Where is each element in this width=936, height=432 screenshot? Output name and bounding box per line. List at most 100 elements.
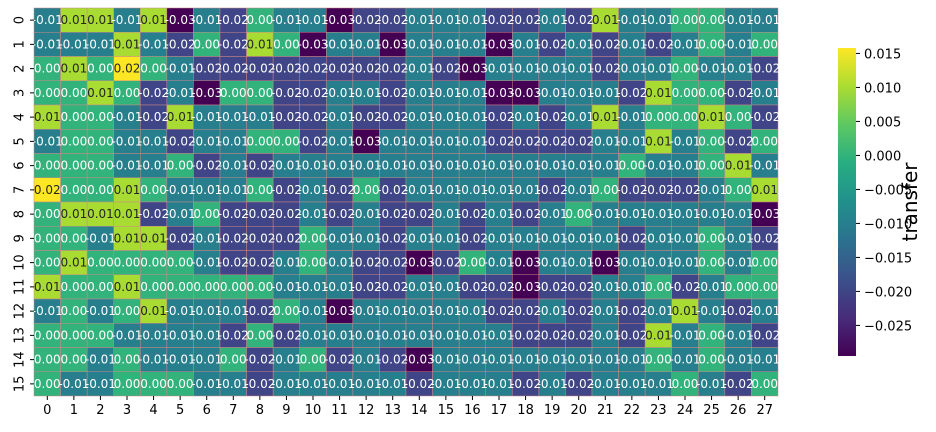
cell-annotation-11-9: -0.01 [271, 280, 302, 294]
cell-annotation-2-23: -0.01 [643, 62, 674, 76]
heatmap-cell-11-27 [751, 274, 779, 300]
heatmap-cell-0-26 [724, 7, 752, 33]
cell-annotation-14-5: -0.01 [165, 353, 196, 367]
heatmap-cell-9-19 [538, 226, 566, 251]
cell-annotation-10-15: -0.02 [430, 256, 461, 270]
cell-annotation-11-27: 0.00 [751, 280, 778, 294]
cell-annotation-8-6: 0.00 [193, 207, 220, 221]
heatmap-cell-7-15 [432, 177, 460, 203]
cell-annotation-0-27: -0.01 [749, 13, 780, 27]
heatmap-cell-13-20 [565, 323, 593, 348]
x-tick-label-27: 27 [756, 403, 773, 418]
cell-annotation-12-27: -0.01 [749, 304, 780, 318]
cell-annotation-15-9: -0.01 [271, 377, 302, 391]
heatmap-cell-8-11 [326, 201, 354, 227]
heatmap-cell-3-6 [193, 80, 221, 106]
cell-annotation-6-24: -0.01 [669, 159, 700, 173]
cell-annotation-11-6: 0.00 [193, 280, 220, 294]
cell-annotation-9-9: -0.02 [271, 231, 302, 245]
cell-annotation-3-19: -0.01 [537, 86, 568, 100]
heatmap-cell-2-18 [512, 56, 540, 81]
heatmap-cell-9-22 [618, 226, 646, 251]
cell-annotation-9-6: -0.01 [191, 231, 222, 245]
x-tick-label-19: 19 [544, 403, 561, 418]
heatmap-cell-12-18 [512, 298, 540, 324]
cell-annotation-11-0: 0.01 [34, 280, 61, 294]
cell-annotation-13-17: -0.01 [483, 328, 514, 342]
cell-annotation-3-6: -0.03 [191, 86, 222, 100]
cell-annotation-13-19: -0.02 [537, 328, 568, 342]
heatmap-cell-6-25 [698, 153, 726, 178]
heatmap-cell-15-7 [219, 371, 247, 397]
cell-annotation-10-25: 0.00 [698, 256, 725, 270]
heatmap-cell-1-27 [751, 32, 779, 57]
heatmap-cell-13-13 [379, 323, 407, 348]
cell-annotation-3-4: -0.02 [138, 86, 169, 100]
cell-annotation-0-25: 0.00 [698, 13, 725, 27]
heatmap-cell-11-18 [512, 274, 540, 300]
cell-annotation-12-9: 0.00 [273, 304, 300, 318]
cell-annotation-4-24: 0.00 [672, 110, 699, 124]
cell-annotation-11-18: -0.03 [510, 280, 541, 294]
cell-annotation-4-8: -0.01 [244, 110, 275, 124]
heatmap-cell-8-24 [671, 201, 699, 227]
heatmap-cell-6-20 [565, 153, 593, 178]
x-tick-label-17: 17 [491, 403, 508, 418]
cell-annotation-4-13: -0.02 [377, 110, 408, 124]
cell-annotation-1-17: -0.03 [483, 37, 514, 51]
cell-annotation-12-24: 0.01 [672, 304, 699, 318]
cell-annotation-4-27: -0.02 [749, 110, 780, 124]
cell-annotation-1-2: -0.01 [85, 37, 116, 51]
cell-annotation-8-7: -0.02 [218, 207, 249, 221]
cell-annotation-4-6: -0.01 [191, 110, 222, 124]
cell-annotation-4-15: -0.01 [430, 110, 461, 124]
heatmap-cell-2-10 [299, 56, 327, 81]
cell-annotation-12-13: -0.01 [377, 304, 408, 318]
cell-annotation-0-10: -0.01 [297, 13, 328, 27]
cell-annotation-10-9: -0.01 [271, 256, 302, 270]
heatmap-cell-12-25 [698, 298, 726, 324]
cell-annotation-6-26: 0.01 [725, 159, 752, 173]
heatmap-cell-6-13 [379, 153, 407, 178]
heatmap-cell-0-16 [458, 7, 486, 33]
heatmap-cell-15-27 [751, 371, 779, 397]
heatmap-cell-14-1 [60, 347, 88, 372]
cell-annotation-8-12: -0.01 [351, 207, 382, 221]
cell-annotation-15-8: -0.02 [244, 377, 275, 391]
cell-annotation-12-15: -0.01 [430, 304, 461, 318]
heatmap-cell-6-9 [272, 153, 300, 178]
cell-annotation-8-9: -0.02 [271, 207, 302, 221]
heatmap-cell-11-19 [538, 274, 566, 300]
heatmap-cell-6-4 [140, 153, 168, 178]
heatmap-cell-7-13 [379, 177, 407, 203]
cell-annotation-4-17: -0.02 [483, 110, 514, 124]
cell-annotation-10-17: -0.01 [483, 256, 514, 270]
cell-annotation-10-21: -0.03 [590, 256, 621, 270]
cell-annotation-15-5: 0.00 [167, 377, 194, 391]
heatmap-cell-13-27 [751, 323, 779, 348]
heatmap-cells [33, 7, 779, 397]
cell-annotation-5-24: -0.01 [669, 134, 700, 148]
cell-annotation-15-4: 0.00 [140, 377, 167, 391]
heatmap-cell-3-25 [698, 80, 726, 106]
heatmap-cell-4-9 [272, 104, 300, 130]
cell-annotation-14-17: -0.01 [483, 353, 514, 367]
cell-annotation-6-9: -0.01 [271, 159, 302, 173]
cell-annotation-10-18: -0.03 [510, 256, 541, 270]
x-tick-label-5: 5 [176, 403, 184, 418]
heatmap-cell-10-1 [60, 250, 88, 275]
heatmap-cell-2-21 [591, 56, 619, 81]
cell-annotation-6-20: -0.01 [563, 159, 594, 173]
heatmap-cell-15-8 [246, 371, 274, 397]
cell-annotation-14-18: -0.01 [510, 353, 541, 367]
cell-annotation-12-23: -0.01 [643, 304, 674, 318]
heatmap-cell-11-1 [60, 274, 88, 300]
cell-annotation-3-23: 0.01 [645, 86, 672, 100]
cell-annotation-11-2: 0.00 [87, 280, 114, 294]
heatmap-cell-14-2 [86, 347, 114, 372]
heatmap-cell-0-19 [538, 7, 566, 33]
heatmap-cell-5-19 [538, 129, 566, 154]
cell-annotation-2-16: -0.03 [457, 62, 488, 76]
heatmap-cell-4-22 [618, 104, 646, 130]
cell-annotation-7-5: -0.01 [165, 183, 196, 197]
